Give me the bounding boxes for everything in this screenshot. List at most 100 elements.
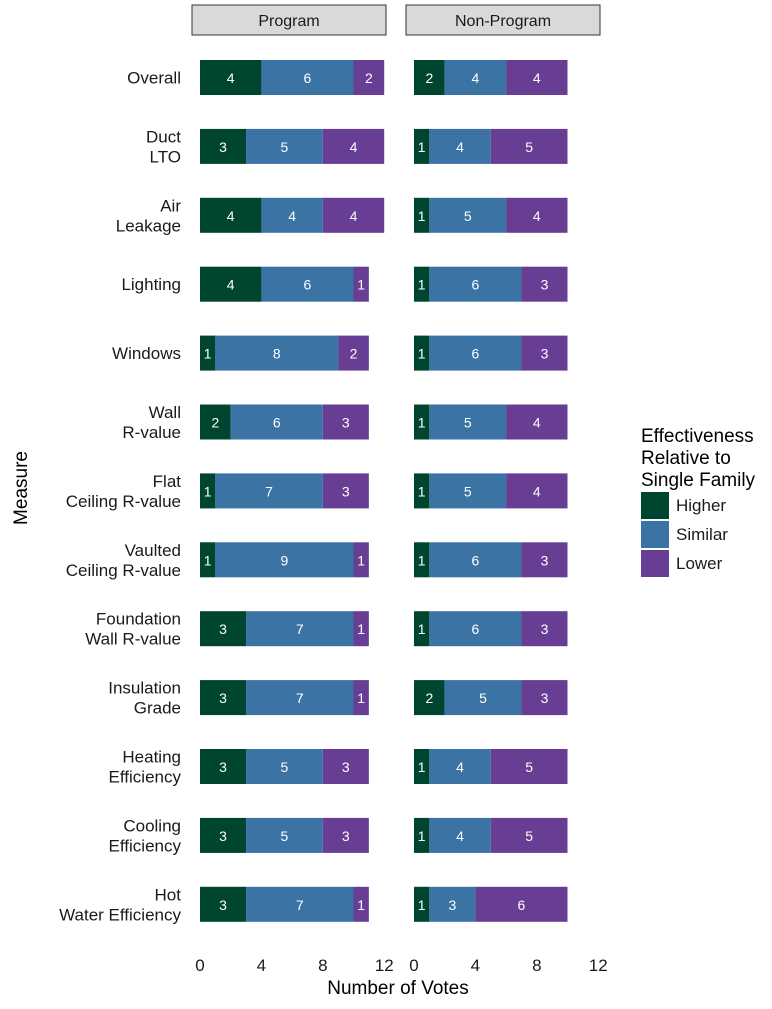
bar-value-label: 4 — [227, 208, 235, 224]
bar-segment-similar — [444, 680, 522, 716]
bar-segment-lower — [490, 749, 568, 784]
bar-segment-similar — [261, 266, 354, 302]
bar-value-label: 1 — [418, 897, 426, 913]
bar-segment-lower — [353, 542, 369, 578]
bar-value-label: 1 — [418, 621, 426, 637]
bar-segment-higher — [200, 886, 247, 922]
category-label: Heating — [122, 748, 181, 767]
bar-value-label: 7 — [296, 690, 304, 706]
bar-segment-similar — [444, 60, 507, 95]
panel-headers: Program Non-Program — [191, 4, 601, 36]
category-label: Efficiency — [109, 836, 182, 855]
bar-value-label: 2 — [425, 690, 433, 706]
bar-value-label: 5 — [464, 208, 472, 224]
bar-segment-similar — [429, 404, 507, 440]
bar-value-label: 4 — [350, 139, 358, 155]
bar-value-label: 6 — [472, 552, 480, 568]
bar-value-label: 1 — [418, 483, 426, 499]
bar-value-label: 6 — [472, 346, 480, 362]
bar-value-label: 3 — [219, 828, 227, 844]
bar-segment-lower — [353, 611, 369, 647]
bar-value-label: 1 — [204, 483, 212, 499]
legend-label-similar: Similar — [676, 525, 728, 544]
x-tick-label: 4 — [471, 956, 480, 975]
bar-segment-similar — [429, 886, 476, 922]
bar-value-label: 3 — [541, 346, 549, 362]
bar-value-label: 1 — [418, 346, 426, 362]
category-label: Water Efficiency — [59, 905, 181, 924]
bar-segment-similar — [429, 749, 491, 784]
bar-value-label: 3 — [219, 690, 227, 706]
bar-segment-lower — [322, 473, 369, 509]
bar-segment-higher — [414, 60, 445, 95]
bar-segment-lower — [353, 886, 369, 922]
bar-value-label: 3 — [342, 415, 350, 431]
bar-segment-similar — [261, 60, 354, 95]
bar-segment-higher — [200, 197, 262, 233]
panel-title-0: Program — [258, 13, 319, 30]
bar-segment-higher — [414, 886, 430, 922]
x-axes: 0 4 8 12 0 4 8 12 — [195, 956, 607, 975]
bar-value-label: 4 — [350, 208, 358, 224]
bar-value-label: 1 — [418, 552, 426, 568]
category-label: Foundation — [96, 610, 181, 629]
x-tick-label: 8 — [532, 956, 541, 975]
bar-segment-lower — [322, 128, 385, 164]
category-label: Wall R-value — [85, 630, 181, 649]
category-label: Cooling — [123, 816, 181, 835]
bar-value-label: 3 — [448, 897, 456, 913]
bar-value-label: 1 — [418, 759, 426, 775]
category-label: Lighting — [121, 275, 181, 294]
bar-value-label: 4 — [533, 70, 541, 86]
bar-segment-similar — [215, 542, 354, 578]
bar-value-label: 6 — [472, 277, 480, 293]
bar-segment-similar — [246, 817, 323, 853]
bar-value-label: 1 — [418, 277, 426, 293]
bar-segment-higher — [414, 611, 430, 647]
panel-title-1: Non-Program — [455, 13, 551, 30]
bar-value-label: 4 — [456, 828, 464, 844]
bar-value-label: 1 — [357, 277, 365, 293]
bar-segment-lower — [353, 60, 385, 95]
bar-value-label: 9 — [281, 552, 289, 568]
bar-segment-higher — [200, 404, 231, 440]
category-label: Wall — [149, 403, 181, 422]
category-label: Insulation — [108, 679, 181, 698]
bar-segment-similar — [429, 542, 522, 578]
bar-value-label: 1 — [418, 208, 426, 224]
bar-value-label: 3 — [219, 897, 227, 913]
category-label: Hot — [155, 885, 182, 904]
bar-segment-lower — [521, 266, 568, 302]
bar-segment-similar — [246, 749, 323, 784]
bar-segment-lower — [521, 680, 568, 716]
panel-header-box-0 — [191, 4, 387, 36]
bar-value-label: 1 — [418, 415, 426, 431]
bar-value-label: 5 — [479, 690, 487, 706]
bar-value-label: 1 — [418, 139, 426, 155]
x-tick-label: 12 — [589, 956, 608, 975]
bar-value-label: 5 — [525, 139, 533, 155]
bar-segment-similar — [215, 335, 339, 371]
bar-segment-similar — [261, 197, 323, 233]
bar-value-label: 1 — [418, 828, 426, 844]
bar-segment-higher — [200, 60, 262, 95]
bar-value-label: 5 — [525, 759, 533, 775]
bar-segment-higher — [414, 680, 445, 716]
bar-segment-higher — [414, 817, 430, 853]
bar-value-label: 5 — [464, 415, 472, 431]
x-tick-label: 4 — [257, 956, 266, 975]
y-axis-title: Measure — [11, 451, 32, 525]
bar-segment-similar — [429, 817, 491, 853]
legend-swatch-lower — [641, 550, 669, 577]
bar-segment-similar — [429, 197, 507, 233]
bar-segment-lower — [506, 473, 568, 509]
legend-label-higher: Higher — [676, 496, 726, 515]
bar-segment-higher — [414, 128, 430, 164]
bar-value-label: 6 — [518, 897, 526, 913]
bar-value-label: 5 — [281, 139, 289, 155]
bar-value-label: 4 — [227, 70, 235, 86]
x-tick-label: 12 — [375, 956, 394, 975]
category-label: Ceiling R-value — [66, 561, 181, 580]
bar-value-label: 2 — [425, 70, 433, 86]
